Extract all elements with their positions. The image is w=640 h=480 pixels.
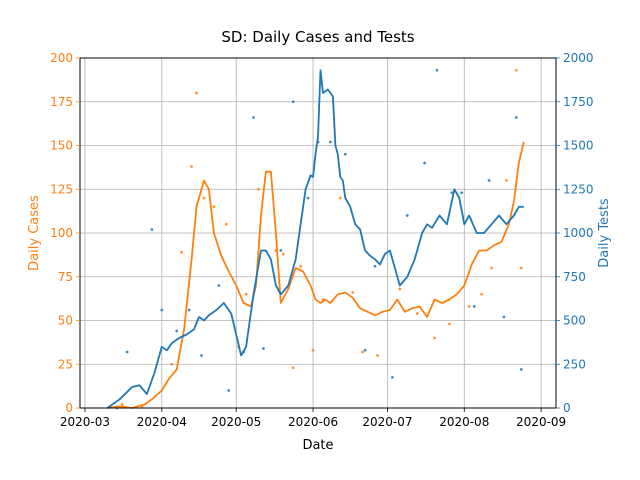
test-point <box>252 116 255 119</box>
case-point <box>433 336 436 340</box>
x-tick-label: 2020-08 <box>439 415 489 429</box>
y-right-tick-label: 1500 <box>563 139 594 153</box>
y-left-tick-label: 25 <box>58 357 73 371</box>
y-axis-right-label: Daily Tests <box>597 198 612 268</box>
case-point <box>514 68 518 72</box>
case-point <box>281 252 285 256</box>
y-right-tick-label: 0 <box>563 401 571 415</box>
x-axis: 2020-03 2020-04 2020-05 2020-06 2020-07 2020-… <box>60 408 566 429</box>
cases-line <box>107 141 525 409</box>
case-point <box>447 322 451 326</box>
y-axis-left: 0 25 50 75 100 125 150 175 200 <box>50 51 80 415</box>
test-point <box>291 100 295 104</box>
test-point <box>227 389 231 392</box>
test-point <box>187 308 191 312</box>
y-left-tick-label: 75 <box>58 270 73 284</box>
test-point <box>279 249 283 252</box>
test-point <box>405 214 409 217</box>
y-right-tick-label: 1000 <box>563 226 594 240</box>
test-point <box>502 315 506 319</box>
case-point <box>120 403 124 406</box>
test-point <box>262 347 265 350</box>
y-right-tick-label: 250 <box>563 357 586 371</box>
test-point <box>472 305 476 308</box>
y-left-tick-label: 100 <box>50 226 73 240</box>
test-point <box>460 191 464 195</box>
test-point <box>450 191 454 195</box>
tests-line <box>106 69 524 409</box>
case-point <box>170 362 174 366</box>
y-right-tick-label: 500 <box>563 314 586 328</box>
test-point <box>363 348 367 352</box>
chart-title: SD: Daily Cases and Tests <box>221 28 414 46</box>
y-axis-right: 0 250 500 750 1000 1250 1500 1750 2000 <box>556 51 594 415</box>
case-point <box>212 205 216 209</box>
test-point <box>373 264 377 268</box>
y-right-tick-label: 2000 <box>563 51 594 65</box>
y-left-tick-label: 125 <box>50 182 73 196</box>
line-layer <box>106 69 525 409</box>
test-point <box>175 329 179 333</box>
test-point <box>390 375 394 379</box>
test-point <box>125 350 129 354</box>
scatter-layer <box>115 68 523 410</box>
case-point <box>195 91 198 95</box>
case-point <box>338 196 342 200</box>
x-tick-label: 2020-03 <box>60 415 110 429</box>
case-point <box>257 187 260 191</box>
case-point <box>180 250 184 254</box>
test-point <box>150 228 154 231</box>
test-point <box>328 140 332 144</box>
case-point <box>190 165 193 168</box>
test-point <box>435 68 439 72</box>
case-point <box>467 305 471 308</box>
case-point <box>224 222 228 226</box>
case-point <box>519 266 523 270</box>
case-point <box>505 179 508 182</box>
y-right-tick-label: 750 <box>563 270 586 284</box>
test-point <box>160 308 164 312</box>
case-point <box>202 196 206 200</box>
case-point <box>490 266 493 270</box>
case-point <box>398 287 402 291</box>
test-point <box>200 354 203 357</box>
test-point <box>306 196 310 200</box>
case-point <box>376 354 379 357</box>
case-point <box>311 348 315 352</box>
test-point <box>519 368 523 371</box>
case-point <box>351 291 355 294</box>
y-left-tick-label: 50 <box>58 314 73 328</box>
y-right-tick-label: 1250 <box>563 182 594 196</box>
case-point <box>299 264 303 268</box>
y-right-tick-label: 1750 <box>563 95 594 109</box>
y-axis-left-label: Daily Cases <box>27 195 42 271</box>
test-point <box>487 179 491 182</box>
case-point <box>291 366 295 370</box>
case-point <box>415 312 419 315</box>
x-tick-label: 2020-06 <box>288 415 338 429</box>
y-left-tick-label: 175 <box>50 95 73 109</box>
x-axis-label: Date <box>302 438 333 453</box>
test-point <box>423 161 427 165</box>
x-tick-label: 2020-09 <box>516 415 566 429</box>
x-tick-label: 2020-07 <box>362 415 412 429</box>
test-point <box>343 152 347 156</box>
test-point <box>217 284 221 287</box>
case-point <box>244 292 248 296</box>
y-left-tick-label: 200 <box>50 51 73 65</box>
test-point <box>514 116 518 119</box>
y-left-tick-label: 150 <box>50 139 73 153</box>
x-tick-label: 2020-04 <box>137 415 187 429</box>
case-point <box>361 350 365 354</box>
y-left-tick-label: 0 <box>65 401 73 415</box>
x-tick-label: 2020-05 <box>211 415 261 429</box>
case-point <box>480 292 484 296</box>
